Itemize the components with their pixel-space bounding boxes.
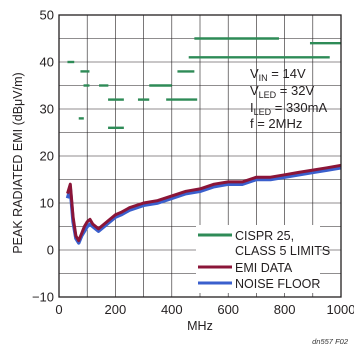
y-axis-label: PEAK RADIATED EMI (dBμV/m) bbox=[11, 72, 25, 253]
y-tick-label: −10 bbox=[32, 290, 54, 305]
legend-label-limits-2: CLASS 5 LIMITS bbox=[235, 244, 330, 258]
plot-frame bbox=[58, 14, 342, 298]
y-tick-label: 50 bbox=[40, 8, 54, 23]
vled-label: VLED = 32V bbox=[250, 83, 314, 100]
y-tick-label: 40 bbox=[40, 55, 54, 70]
legend-label-noise: NOISE FLOOR bbox=[235, 277, 320, 291]
y-tick-label: 20 bbox=[40, 149, 54, 164]
conditions-annotation: VIN = 14V VLED = 32V ILED = 330mA f = 2M… bbox=[250, 66, 327, 131]
data-curves bbox=[65, 163, 342, 245]
limit-lines bbox=[67, 37, 341, 130]
x-tick-label: 800 bbox=[274, 302, 296, 317]
x-tick-label: 0 bbox=[55, 302, 62, 317]
y-tick-label: 0 bbox=[47, 243, 54, 258]
x-tick-label: 1000 bbox=[327, 302, 354, 317]
legend-label-limits-1: CISPR 25, bbox=[235, 229, 294, 243]
x-tick-label: 600 bbox=[217, 302, 239, 317]
y-tick-label: 10 bbox=[40, 196, 54, 211]
legend-label-emi: EMI DATA bbox=[235, 261, 293, 275]
x-tick-label: 400 bbox=[161, 302, 183, 317]
legend: CISPR 25, CLASS 5 LIMITS EMI DATA NOISE … bbox=[196, 225, 330, 293]
y-tick-label: 30 bbox=[40, 102, 54, 117]
x-tick-label: 200 bbox=[105, 302, 127, 317]
x-axis-label: MHz bbox=[187, 319, 213, 333]
figure-id: dn557 F02 bbox=[312, 337, 349, 346]
vin-label: VIN = 14V bbox=[250, 66, 306, 83]
emi-data-line bbox=[66, 163, 342, 243]
iled-label: ILED = 330mA bbox=[250, 100, 327, 117]
freq-label: f = 2MHz bbox=[250, 116, 302, 131]
